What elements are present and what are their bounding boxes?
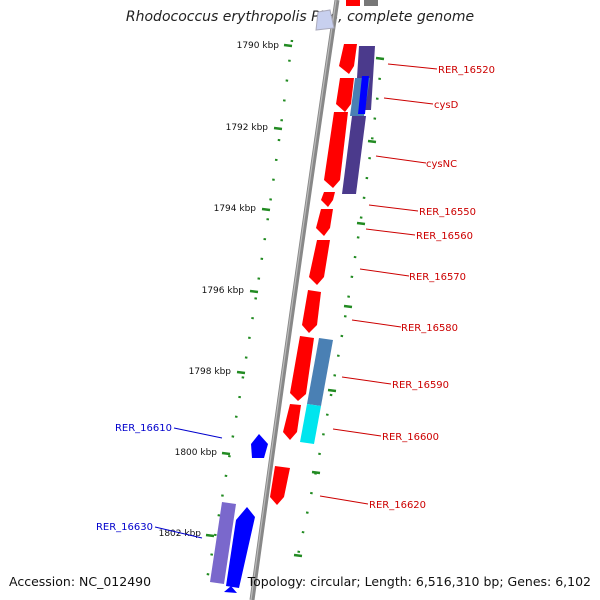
- scale-label-1794: 1794 kbp: [214, 204, 257, 214]
- right-ticks: [293, 56, 385, 558]
- left-label-leaders: [154, 427, 223, 539]
- cds-track: [300, 46, 375, 444]
- scale-labels: 1790 kbp 1792 kbp 1794 kbp 1796 kbp 1798…: [159, 41, 280, 539]
- scale-ticks: [205, 43, 293, 538]
- gene-rer16600: [283, 404, 301, 440]
- label-rer16620: RER_16620: [369, 500, 426, 511]
- cds-bar-rer16630: [210, 502, 236, 584]
- label-rer16570: RER_16570: [409, 272, 466, 283]
- genome-summary-text: Topology: circular; Length: 6,516,310 bp…: [247, 574, 591, 589]
- label-rer16600: RER_16600: [382, 432, 439, 443]
- accession-text: Accession: NC_012490: [9, 574, 152, 589]
- genome-backbone-highlight: [250, 0, 337, 600]
- cds-inner-cysd: [358, 76, 369, 114]
- label-rer16590: RER_16590: [392, 380, 449, 391]
- scale-label-1792: 1792 kbp: [226, 123, 269, 133]
- label-rer16550: RER_16550: [419, 207, 476, 218]
- label-rer16630: RER_16630: [96, 522, 153, 533]
- gene-rer16560: [316, 209, 333, 236]
- gene-rer16520: [339, 44, 357, 74]
- scale-label-1802: 1802 kbp: [159, 529, 202, 539]
- tick-1802: [205, 533, 215, 538]
- forward-genes[interactable]: [270, 44, 357, 505]
- label-rer16520: RER_16520: [438, 65, 495, 76]
- genome-title: Rhodococcus erythropolis PR4, complete g…: [125, 9, 475, 25]
- gene-rer16620: [270, 466, 290, 505]
- reverse-genes[interactable]: [210, 434, 268, 593]
- top-indicator-2: [364, 0, 378, 6]
- tick-1790: [283, 43, 293, 48]
- tick-1800: [221, 451, 231, 456]
- gene-rer16580: [302, 290, 321, 333]
- scale-label-1796: 1796 kbp: [202, 286, 245, 296]
- scale-label-1790: 1790 kbp: [237, 41, 280, 51]
- tick-1794: [261, 207, 271, 212]
- gene-rer16630: [226, 507, 255, 588]
- gene-rer16610: [251, 434, 268, 458]
- right-gene-labels[interactable]: RER_16520 cysD cysNC RER_16550 RER_16560…: [369, 65, 495, 511]
- label-cysnc: cysNC: [426, 159, 457, 170]
- cds-bar-cysnc: [342, 116, 366, 194]
- gene-rer16630-tip: [224, 586, 237, 593]
- left-gene-labels[interactable]: RER_16610 RER_16630: [96, 423, 172, 533]
- scale-label-1800: 1800 kbp: [175, 448, 218, 458]
- genome-backbone: [249, 0, 340, 600]
- scroll-marker[interactable]: [315, 9, 335, 31]
- tick-1796: [249, 289, 259, 294]
- cds-bar-rer16590: [307, 338, 333, 406]
- cds-bar-rer16600: [300, 404, 321, 444]
- label-rer16560: RER_16560: [416, 231, 473, 242]
- gene-rer16570: [309, 240, 330, 285]
- gene-cysnc: [324, 112, 348, 188]
- gene-cysd: [336, 78, 354, 112]
- top-indicator: [346, 0, 360, 6]
- scale-label-1798: 1798 kbp: [189, 367, 232, 377]
- label-cysd: cysD: [434, 100, 459, 111]
- label-rer16580: RER_16580: [401, 323, 458, 334]
- tick-1798: [236, 370, 246, 375]
- gene-rer16550: [321, 192, 335, 207]
- right-label-leaders: [319, 63, 438, 505]
- label-rer16610: RER_16610: [115, 423, 172, 434]
- tick-1792: [273, 126, 283, 131]
- gene-rer16590: [290, 336, 314, 401]
